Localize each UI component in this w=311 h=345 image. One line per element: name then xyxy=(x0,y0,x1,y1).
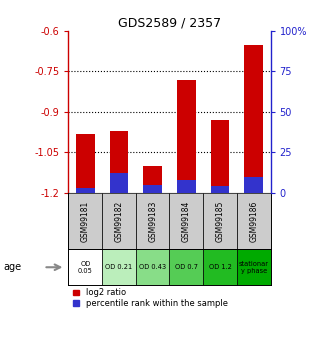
Legend: log2 ratio, percentile rank within the sample: log2 ratio, percentile rank within the s… xyxy=(72,288,229,309)
Bar xyxy=(244,45,263,193)
Text: stationar
y phase: stationar y phase xyxy=(239,261,269,274)
Bar xyxy=(76,188,95,193)
Bar xyxy=(169,193,203,249)
Bar xyxy=(203,249,237,285)
Bar xyxy=(102,193,136,249)
Text: GSM99183: GSM99183 xyxy=(148,200,157,242)
Bar xyxy=(102,249,136,285)
Bar xyxy=(169,249,203,285)
Text: OD 0.7: OD 0.7 xyxy=(175,264,198,270)
Bar xyxy=(110,131,128,193)
Text: OD 1.2: OD 1.2 xyxy=(209,264,231,270)
Bar xyxy=(68,249,102,285)
Bar xyxy=(177,180,196,193)
Bar xyxy=(244,177,263,193)
Bar xyxy=(110,174,128,193)
Bar xyxy=(76,134,95,193)
Text: OD
0.05: OD 0.05 xyxy=(78,261,93,274)
Bar xyxy=(136,249,169,285)
Bar xyxy=(237,193,271,249)
Bar xyxy=(143,185,162,193)
Text: GSM99184: GSM99184 xyxy=(182,200,191,242)
Text: GSM99185: GSM99185 xyxy=(216,200,225,242)
Bar xyxy=(211,186,229,193)
Bar xyxy=(203,193,237,249)
Text: GSM99186: GSM99186 xyxy=(249,200,258,242)
Text: GSM99181: GSM99181 xyxy=(81,200,90,242)
Bar xyxy=(237,249,271,285)
Bar xyxy=(177,80,196,193)
Bar xyxy=(68,193,102,249)
Text: age: age xyxy=(3,262,21,272)
Text: OD 0.43: OD 0.43 xyxy=(139,264,166,270)
Bar xyxy=(211,120,229,193)
Bar xyxy=(143,166,162,193)
Text: GSM99182: GSM99182 xyxy=(114,200,123,242)
Text: OD 0.21: OD 0.21 xyxy=(105,264,132,270)
Bar xyxy=(136,193,169,249)
Title: GDS2589 / 2357: GDS2589 / 2357 xyxy=(118,17,221,30)
